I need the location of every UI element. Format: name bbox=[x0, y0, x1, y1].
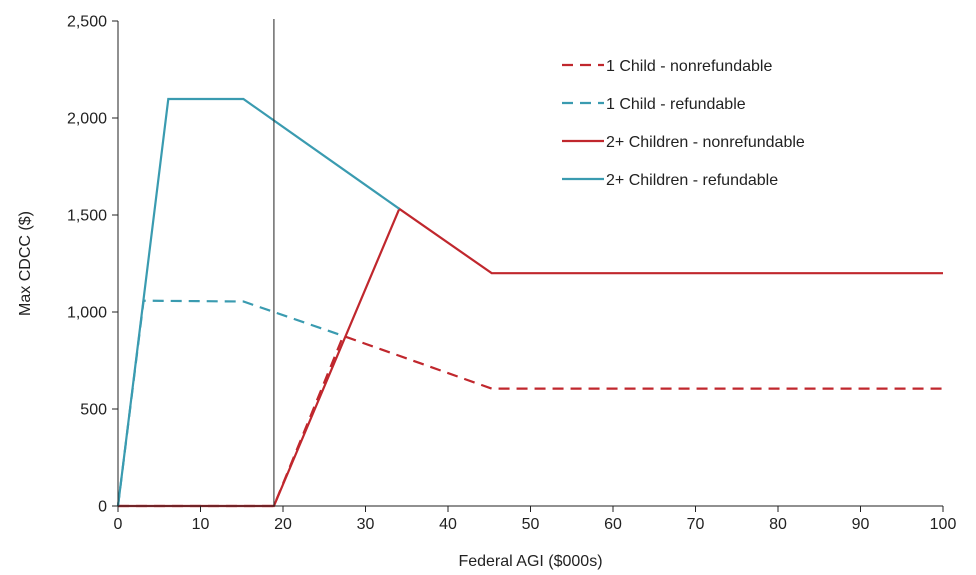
y-tick-label: 0 bbox=[98, 499, 107, 516]
series-line-4 bbox=[116, 97, 400, 507]
legend-label-4: 2+ Children - refundable bbox=[606, 172, 778, 189]
y-tick-label: 1,500 bbox=[67, 208, 107, 225]
y-axis-title: Max CDCC ($) bbox=[17, 211, 34, 316]
series-line-3 bbox=[118, 207, 943, 508]
x-tick-label: 80 bbox=[769, 516, 787, 533]
legend-label-1: 1 Child - nonrefundable bbox=[606, 58, 772, 75]
x-tick-label: 70 bbox=[687, 516, 705, 533]
x-tick-label: 90 bbox=[852, 516, 870, 533]
x-tick-label: 100 bbox=[930, 516, 957, 533]
series-line-1 bbox=[118, 334, 943, 508]
x-tick-label: 30 bbox=[357, 516, 375, 533]
axes bbox=[117, 19, 943, 507]
y-tick-label: 2,500 bbox=[67, 14, 107, 31]
y-tick-label: 1,000 bbox=[67, 305, 107, 322]
legend-label-2: 1 Child - refundable bbox=[606, 96, 746, 113]
x-tick-label: 20 bbox=[274, 516, 292, 533]
x-axis-title: Federal AGI ($000s) bbox=[458, 553, 602, 570]
x-tick-label: 10 bbox=[192, 516, 210, 533]
ticks: 0 10 20 30 40 50 60 70 80 90 100 0 500 1,000 1,500 2,00… bbox=[67, 14, 956, 534]
x-tick-label: 0 bbox=[114, 516, 123, 533]
x-tick-label: 50 bbox=[522, 516, 540, 533]
series-line-2 bbox=[116, 299, 344, 507]
x-tick-label: 60 bbox=[604, 516, 622, 533]
x-tick-label: 40 bbox=[439, 516, 457, 533]
plot-lines bbox=[116, 97, 943, 508]
legend: 1 Child - nonrefundable 1 Child - refunda… bbox=[562, 58, 805, 189]
y-tick-label: 500 bbox=[80, 402, 107, 419]
y-tick-label: 2,000 bbox=[67, 111, 107, 128]
legend-label-3: 2+ Children - nonrefundable bbox=[606, 134, 805, 151]
